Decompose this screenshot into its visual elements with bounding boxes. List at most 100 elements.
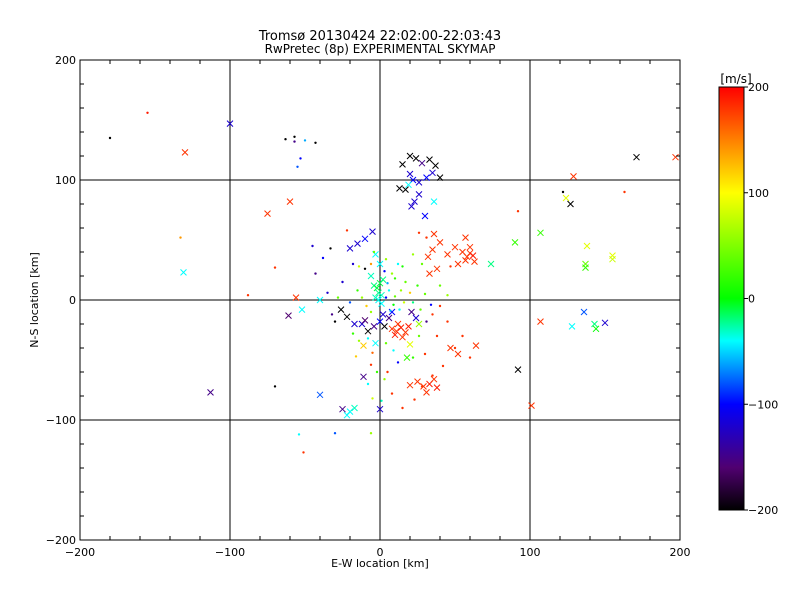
data-point-cross bbox=[415, 179, 423, 186]
data-point-dot bbox=[453, 346, 457, 350]
data-point-cross bbox=[402, 329, 409, 336]
colorbar-tick-label: −100 bbox=[748, 398, 778, 411]
data-point-dot bbox=[411, 253, 415, 256]
data-point-cross bbox=[388, 325, 396, 333]
data-point-cross bbox=[466, 243, 474, 251]
data-point-cross bbox=[415, 320, 423, 328]
data-point-cross bbox=[354, 240, 361, 247]
data-point-cross bbox=[462, 257, 469, 264]
data-point-cross bbox=[361, 317, 369, 324]
data-point-cross bbox=[423, 174, 430, 181]
data-point-dot bbox=[333, 320, 337, 323]
data-point-cross bbox=[421, 212, 429, 220]
data-point-cross bbox=[429, 169, 436, 177]
colorbar-tick-label: 200 bbox=[748, 81, 769, 94]
data-point-cross bbox=[433, 265, 441, 273]
colorbar-frame bbox=[718, 86, 745, 511]
data-point-cross bbox=[360, 342, 367, 349]
data-point-cross bbox=[412, 314, 420, 322]
data-point-cross bbox=[429, 246, 436, 253]
data-point-cross bbox=[403, 354, 411, 361]
data-point-dot bbox=[369, 432, 373, 435]
data-point-cross bbox=[469, 252, 477, 259]
data-point-dot bbox=[351, 262, 355, 266]
data-point-dot bbox=[411, 356, 415, 359]
data-point-cross bbox=[292, 294, 300, 301]
data-point-cross bbox=[511, 239, 519, 246]
data-point-dot bbox=[387, 289, 391, 292]
data-point-cross bbox=[408, 308, 415, 316]
data-point-cross bbox=[339, 405, 346, 413]
data-point-cross bbox=[568, 323, 576, 330]
data-point-cross bbox=[378, 291, 385, 299]
data-point-cross bbox=[364, 327, 372, 335]
data-point-dot bbox=[416, 284, 419, 287]
data-point-cross bbox=[381, 323, 388, 330]
data-point-cross bbox=[376, 260, 384, 268]
data-point-dot bbox=[420, 262, 424, 266]
data-point-dot bbox=[401, 265, 404, 268]
y-tick-label: 100 bbox=[55, 174, 76, 187]
data-point-cross bbox=[361, 235, 369, 243]
data-point-dot bbox=[375, 370, 379, 374]
data-point-dot bbox=[326, 291, 329, 294]
data-point-dot bbox=[401, 406, 404, 410]
data-point-cross bbox=[471, 258, 478, 265]
data-point-dot bbox=[417, 334, 421, 338]
data-point-dot bbox=[390, 272, 394, 275]
data-points bbox=[108, 111, 679, 454]
data-point-cross bbox=[633, 153, 640, 161]
data-point-dot bbox=[425, 236, 428, 239]
data-point-cross bbox=[372, 339, 379, 347]
data-point-cross bbox=[451, 243, 459, 251]
chart-title: Tromsø 20130424 22:02:00-22:03:43 bbox=[258, 29, 501, 44]
data-point-dot bbox=[357, 339, 361, 342]
data-point-dot bbox=[435, 334, 439, 338]
colorbar-tick-label: 0 bbox=[748, 293, 755, 306]
data-point-cross bbox=[391, 331, 399, 339]
data-point-dot bbox=[369, 310, 373, 314]
data-point-cross bbox=[418, 159, 426, 167]
y-tick-label: −200 bbox=[46, 534, 76, 547]
data-point-dot bbox=[441, 364, 445, 368]
data-point-dot bbox=[293, 135, 296, 138]
data-point-cross bbox=[537, 318, 544, 325]
data-point-dot bbox=[108, 136, 112, 140]
colorbar-label: [m/s] bbox=[720, 72, 751, 86]
data-point-dot bbox=[303, 139, 307, 142]
data-point-dot bbox=[299, 157, 302, 160]
data-point-cross bbox=[399, 161, 406, 168]
x-tick-label: 100 bbox=[520, 546, 541, 559]
data-point-dot bbox=[404, 280, 407, 284]
data-point-cross bbox=[396, 185, 403, 192]
data-point-dot bbox=[311, 244, 314, 248]
data-point-dot bbox=[386, 370, 389, 374]
data-point-dot bbox=[380, 399, 383, 402]
x-tick-label: 0 bbox=[377, 546, 384, 559]
data-point-dot bbox=[297, 433, 301, 436]
data-point-dot bbox=[396, 361, 400, 364]
data-point-dot bbox=[383, 378, 386, 381]
colorbar-tick-label: 100 bbox=[748, 187, 769, 200]
data-point-dot bbox=[386, 282, 389, 285]
data-point-dot bbox=[371, 397, 374, 400]
data-point-cross bbox=[454, 350, 462, 358]
y-tick-label: 200 bbox=[55, 54, 76, 67]
data-point-dot bbox=[384, 258, 388, 261]
data-point-dot bbox=[357, 265, 361, 268]
y-axis-label: N-S location [km] bbox=[28, 252, 41, 348]
data-point-cross bbox=[367, 272, 375, 280]
data-point-dot bbox=[366, 382, 370, 386]
data-point-dot bbox=[345, 229, 349, 232]
data-point-cross bbox=[346, 408, 354, 415]
data-point-cross bbox=[405, 323, 412, 330]
data-point-cross bbox=[592, 325, 600, 333]
data-point-cross bbox=[351, 320, 358, 328]
data-point-cross bbox=[570, 173, 577, 180]
data-point-dot bbox=[393, 295, 397, 298]
data-point-cross bbox=[286, 198, 294, 205]
data-point-cross bbox=[370, 323, 378, 330]
data-point-dot bbox=[371, 351, 374, 354]
data-point-dot bbox=[296, 165, 299, 168]
data-point-dot bbox=[369, 262, 373, 266]
